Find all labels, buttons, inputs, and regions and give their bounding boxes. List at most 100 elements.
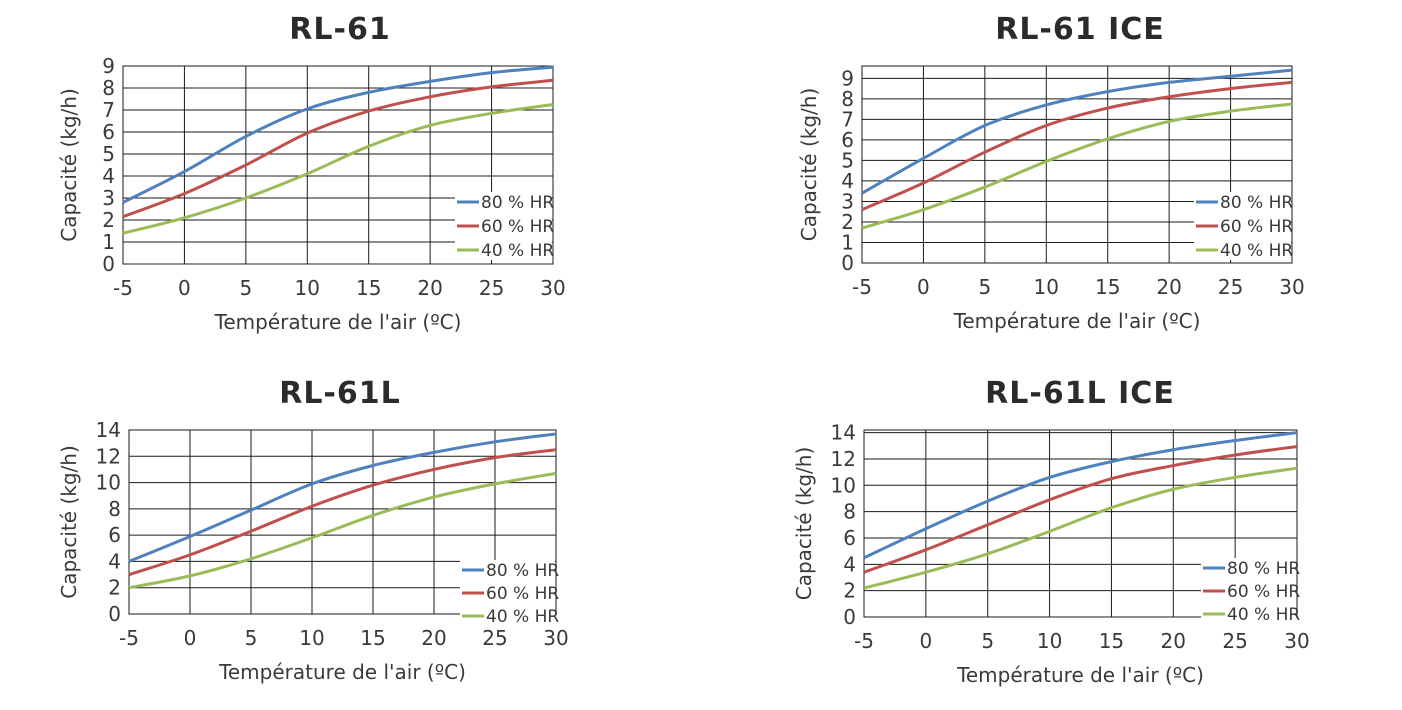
x-tick-label: 20 [417, 276, 442, 300]
chart-title: RL-61L ICE [985, 376, 1175, 411]
y-tick-label: 0 [841, 251, 854, 275]
x-tick-label: 20 [1161, 629, 1186, 653]
x-tick-label: 25 [479, 276, 504, 300]
x-tick-label: 15 [1099, 629, 1124, 653]
x-tick-label: 5 [245, 626, 258, 650]
plot-frame [128, 429, 557, 615]
x-tick-label: 20 [421, 626, 446, 650]
legend-label: 60 % HR [1227, 582, 1300, 602]
y-tick-label: 0 [843, 605, 856, 629]
x-tick-label: 0 [178, 276, 191, 300]
x-tick-label: 5 [981, 629, 994, 653]
x-axis-label: Température de l'air (ºC) [218, 660, 466, 684]
y-tick-label: 4 [108, 549, 121, 573]
legend-label: 40 % HR [486, 607, 559, 627]
x-tick-label: 10 [299, 626, 324, 650]
series-line-60 [128, 448, 557, 576]
legend-label: 80 % HR [1220, 193, 1293, 213]
x-axis-label: Température de l'air (ºC) [953, 309, 1201, 333]
series-line-40 [863, 466, 1298, 590]
x-tick-label: -5 [119, 626, 139, 650]
x-tick-label: 10 [1037, 629, 1062, 653]
plot-frame [122, 65, 554, 265]
y-tick-label: 8 [843, 500, 856, 524]
y-tick-label: 8 [102, 76, 115, 100]
y-axis-label: Capacité (kg/h) [57, 445, 81, 599]
series-line-40 [128, 471, 557, 590]
series-line-60 [122, 78, 554, 219]
x-tick-label: 25 [1218, 275, 1243, 299]
y-tick-label: 4 [102, 164, 115, 188]
chart-panel-rl-61l: RL-61L 80 % HR 60 % HR 40 % HR 0 2 4 6 8 10 12 14-… [50, 372, 630, 707]
x-tick-label: 15 [356, 276, 381, 300]
x-tick-label: 5 [239, 276, 252, 300]
legend-label: 60 % HR [486, 584, 559, 604]
grid [128, 429, 557, 615]
x-tick-label: 15 [360, 626, 385, 650]
x-tick-label: -5 [113, 276, 133, 300]
chart-panel-rl-61-ice: RL-61 ICE 80 % HR 60 % HR 40 % HR 0 1 2 3 4 5 6 7 8… [790, 8, 1370, 348]
y-tick-label: 12 [831, 447, 856, 471]
y-tick-label: 12 [96, 444, 121, 468]
y-tick-label: 3 [841, 189, 854, 213]
y-tick-label: 6 [108, 523, 121, 547]
y-tick-label: 0 [102, 252, 115, 276]
y-tick-label: 7 [841, 107, 854, 131]
y-tick-label: 14 [831, 421, 856, 445]
series-line-80 [863, 431, 1298, 560]
y-axis-label: Capacité (kg/h) [57, 88, 81, 242]
y-tick-label: 2 [841, 210, 854, 234]
legend-label: 40 % HR [481, 241, 554, 261]
x-tick-label: 20 [1156, 275, 1181, 299]
legend-label: 60 % HR [481, 217, 554, 237]
legend-label: 80 % HR [486, 561, 559, 581]
y-axis-label: Capacité (kg/h) [797, 88, 821, 242]
chart-panel-rl-61: RL-61 80 % HR 60 % HR 40 % HR 0 1 2 3 4 5 6 7 8 9 -5 0… [50, 8, 630, 348]
legend-label: 40 % HR [1227, 605, 1300, 625]
y-tick-label: 10 [96, 471, 121, 495]
chart-panel-rl-61l-ice: RL-61L ICE 80 % HR 60 % HR 40 % HR 0 2 4 6 8 10 1… [785, 372, 1375, 707]
x-tick-label: 25 [482, 626, 507, 650]
plot-frame [861, 65, 1293, 264]
x-tick-label: 30 [1279, 275, 1304, 299]
x-axis-label: Température de l'air (ºC) [214, 310, 462, 334]
y-tick-label: 2 [108, 576, 121, 600]
x-tick-label: 5 [978, 275, 991, 299]
y-tick-label: 3 [102, 186, 115, 210]
y-tick-label: 4 [841, 169, 854, 193]
legend: 80 % HR 60 % HR 40 % HR [1194, 192, 1293, 261]
chart-title: RL-61 ICE [995, 12, 1165, 47]
y-tick-label: 5 [841, 148, 854, 172]
y-tick-label: 0 [108, 602, 121, 626]
y-tick-label: 6 [841, 128, 854, 152]
legend-label: 40 % HR [1220, 241, 1293, 261]
plot-frame [863, 429, 1298, 618]
x-tick-label: 0 [917, 275, 930, 299]
x-tick-label: 30 [1284, 629, 1309, 653]
legend-label: 60 % HR [1220, 217, 1293, 237]
x-tick-label: 30 [543, 626, 568, 650]
y-tick-label: 6 [102, 120, 115, 144]
x-tick-label: 10 [295, 276, 320, 300]
chart-title: RL-61L [279, 376, 401, 411]
y-tick-label: 4 [843, 552, 856, 576]
series-line-40 [861, 102, 1293, 230]
series-line-80 [861, 68, 1293, 195]
x-tick-label: 25 [1222, 629, 1247, 653]
y-axis-label: Capacité (kg/h) [792, 447, 816, 601]
y-tick-label: 6 [843, 526, 856, 550]
y-tick-label: 8 [841, 87, 854, 111]
y-tick-label: 2 [843, 579, 856, 603]
series-line-40 [122, 103, 554, 235]
legend: 80 % HR 60 % HR 40 % HR [1201, 558, 1300, 625]
y-tick-label: 9 [102, 56, 115, 78]
y-tick-label: 7 [102, 98, 115, 122]
x-tick-label: 10 [1034, 275, 1059, 299]
y-tick-label: 8 [108, 497, 121, 521]
x-tick-label: 15 [1095, 275, 1120, 299]
legend-label: 80 % HR [481, 193, 554, 213]
series-line-80 [128, 432, 557, 563]
